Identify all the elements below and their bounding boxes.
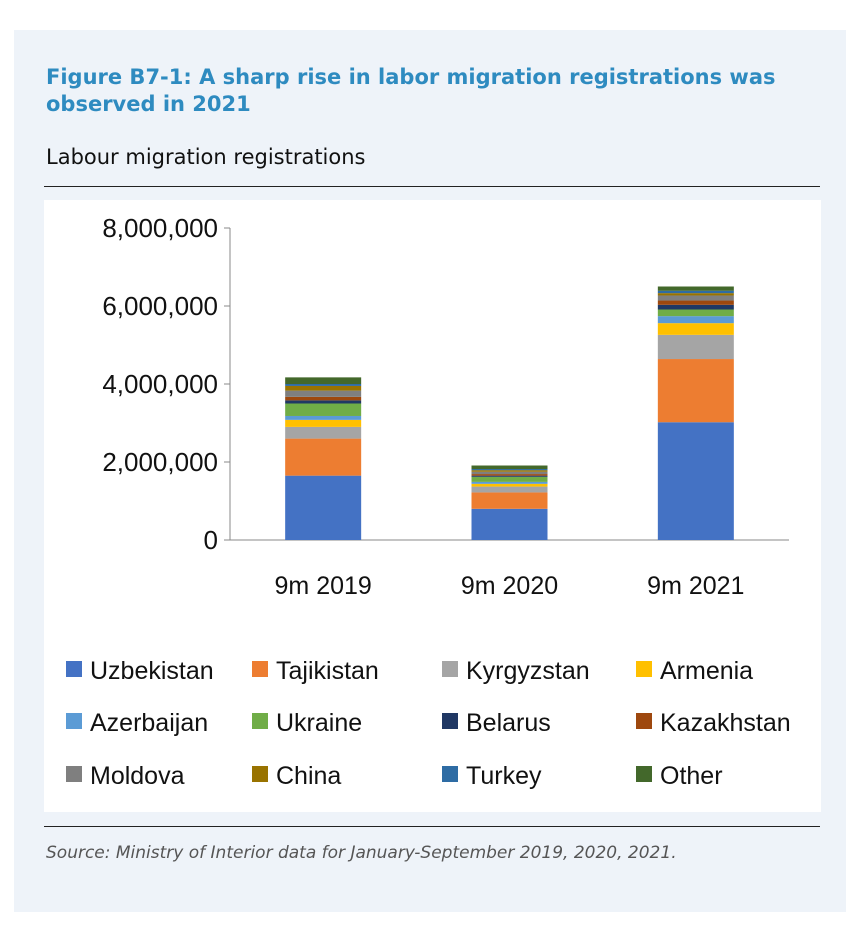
legend-swatch (442, 661, 458, 677)
legend-swatch (442, 713, 458, 729)
chart-area: 0 2,000,000 4,000,000 6,000,000 8,000,000 9m… (44, 200, 821, 812)
legend-label: Kazakhstan (660, 709, 791, 737)
legend-label: Belarus (466, 709, 551, 737)
source-note: Source: Ministry of Interior data for Ja… (46, 843, 677, 863)
bar-segment-moldova (657, 295, 734, 301)
bar-segment-other (471, 465, 548, 470)
y-tick-label: 6,000,000 (102, 291, 218, 321)
bars: 9m 2019 9m 2020 9m 2021 (275, 286, 744, 600)
legend-label: Other (660, 762, 723, 790)
x-tick-label: 9m 2021 (647, 572, 744, 600)
bar-segment-azerbaijan (471, 481, 548, 484)
legend-swatch (66, 713, 82, 729)
y-tick-label: 2,000,000 (102, 447, 218, 477)
bar-segment-belarus (657, 304, 734, 310)
legend-swatch (636, 661, 652, 677)
stacked-bar-chart: 0 2,000,000 4,000,000 6,000,000 8,000,000 9m… (66, 213, 791, 790)
bar-segment-armenia (657, 323, 734, 335)
legend-swatch (636, 713, 652, 729)
bar-segment-uzbekistan (471, 508, 548, 540)
legend-swatch (66, 766, 82, 782)
bar-segment-azerbaijan (285, 415, 362, 420)
bar-segment-moldova (285, 390, 362, 397)
bar-segment-uzbekistan (657, 422, 734, 540)
bar-segment-china (471, 470, 548, 472)
bar-segment-tajikistan (471, 492, 548, 509)
bar-segment-kyrgyzstan (471, 486, 548, 493)
y-tick-label: 4,000,000 (102, 369, 218, 399)
bar-segment-kyrgyzstan (285, 426, 362, 439)
bar-segment-kyrgyzstan (657, 334, 734, 360)
legend-label: Armenia (660, 657, 753, 685)
legend-swatch (252, 766, 268, 782)
legend-label: Tajikistan (276, 657, 379, 685)
bar-segment-china (285, 385, 362, 391)
legend-label: Turkey (466, 762, 542, 790)
bar-segment-armenia (471, 483, 548, 487)
bar-segment-ukraine (285, 403, 362, 416)
bar-segment-tajikistan (285, 438, 362, 476)
bar-segment-uzbekistan (285, 475, 362, 540)
bottom-rule (44, 826, 820, 827)
bar-segment-other (657, 286, 734, 291)
top-rule (44, 186, 820, 187)
legend-label: Moldova (90, 762, 185, 790)
x-tick-label: 9m 2020 (461, 572, 558, 600)
x-tick-label: 9m 2019 (275, 572, 372, 600)
bar-segment-kazakhstan (285, 396, 362, 401)
y-tick-label: 0 (204, 525, 218, 555)
legend-label: Ukraine (276, 709, 362, 737)
bar-segment-azerbaijan (657, 316, 734, 324)
figure-title: Figure B7-1: A sharp rise in labor migra… (46, 65, 776, 116)
legend-swatch (636, 766, 652, 782)
bar-segment-tajikistan (657, 359, 734, 423)
legend-swatch (252, 661, 268, 677)
legend-swatch (252, 713, 268, 729)
bar-segment-ukraine (471, 476, 548, 482)
bar-segment-ukraine (657, 309, 734, 317)
legend-swatch (442, 766, 458, 782)
legend-swatch (66, 661, 82, 677)
legend-label: Kyrgyzstan (466, 657, 590, 685)
bar-segment-armenia (285, 419, 362, 427)
legend-label: Azerbaijan (90, 709, 208, 737)
bar-segment-china (657, 293, 734, 296)
legend: Uzbekistan Tajikistan Kyrgyzstan Armenia Aze… (66, 657, 791, 790)
y-tick-label: 8,000,000 (102, 213, 218, 243)
figure-subtitle: Labour migration registrations (46, 145, 366, 169)
bar-segment-other (285, 377, 362, 384)
bar-segment-kazakhstan (471, 474, 548, 476)
bar-segment-turkey (285, 384, 362, 386)
bar-segment-belarus (471, 475, 548, 477)
bar-segment-kazakhstan (657, 300, 734, 305)
legend-label: China (276, 762, 341, 790)
bar-segment-turkey (471, 469, 548, 471)
legend-label: Uzbekistan (90, 657, 214, 685)
bar-segment-belarus (285, 400, 362, 404)
bar-segment-turkey (657, 290, 734, 294)
bar-segment-moldova (471, 471, 548, 475)
